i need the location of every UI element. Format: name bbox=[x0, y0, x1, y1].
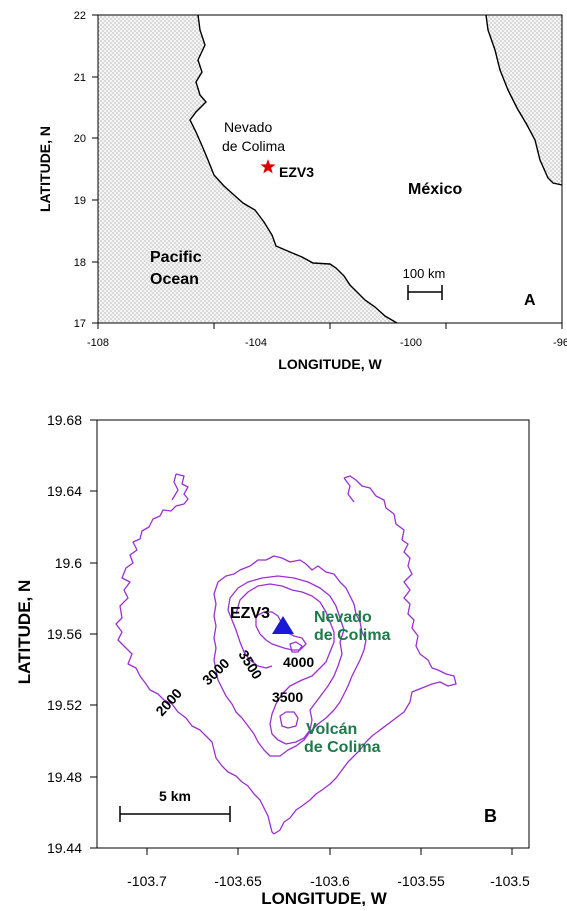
contour-label: 3000 bbox=[199, 655, 233, 688]
panel-letter: B bbox=[484, 806, 497, 826]
y-tick-label: 21 bbox=[74, 72, 86, 84]
gulf-of-mexico-area bbox=[486, 15, 562, 185]
contour-4000-inner bbox=[289, 641, 303, 653]
country-label: México bbox=[408, 181, 462, 198]
ocean-label: Ocean bbox=[150, 271, 199, 288]
panel-b-tickmarks bbox=[90, 419, 513, 855]
scale-label: 100 km bbox=[403, 266, 446, 281]
x-axis-label: LONGITUDE, W bbox=[278, 356, 382, 372]
contour-2000-north bbox=[171, 473, 179, 501]
contour-3500 bbox=[227, 575, 345, 745]
contour-label: 3500 bbox=[272, 689, 303, 705]
x-tick-label: -103.65 bbox=[214, 873, 262, 889]
y-tick-label: 19.56 bbox=[47, 626, 82, 642]
pacific-coastline bbox=[189, 14, 398, 324]
blue-triangle-icon bbox=[272, 616, 294, 634]
contour-3000 bbox=[213, 555, 367, 757]
ocean-label: Pacific bbox=[150, 249, 202, 266]
panel-letter: A bbox=[524, 292, 536, 309]
volcan-label: Volcán bbox=[306, 721, 357, 738]
x-axis-label: LONGITUDE, W bbox=[261, 889, 388, 906]
panel-b-map: -103.7 -103.65 -103.6 -103.55 -103.5 19.… bbox=[15, 412, 530, 908]
y-tick-label: 19.64 bbox=[47, 483, 82, 499]
station-label: EZV3 bbox=[230, 605, 270, 622]
panel-a-map: -108 -104 -100 -96 22 21 20 19 18 17 LON… bbox=[37, 10, 567, 372]
panel-b-frame bbox=[96, 419, 530, 849]
x-tick-label: -108 bbox=[87, 337, 109, 349]
contour-2000-east bbox=[273, 475, 457, 835]
scale-bar bbox=[407, 285, 443, 300]
x-tick-label: -104 bbox=[245, 337, 267, 349]
x-tick-label: -103.7 bbox=[127, 873, 167, 889]
red-star-icon bbox=[260, 159, 276, 174]
y-tick-label: 19.48 bbox=[47, 769, 82, 785]
y-tick-label: 19 bbox=[74, 195, 86, 207]
contour-2000-north-east bbox=[343, 477, 355, 503]
scale-label: 5 km bbox=[159, 788, 191, 804]
y-tick-label: 17 bbox=[74, 318, 86, 330]
contour-3500-volcan bbox=[279, 711, 299, 729]
gulf-coastline bbox=[485, 14, 563, 186]
y-tick-label: 19.52 bbox=[47, 697, 82, 713]
contour-label: 4000 bbox=[283, 654, 314, 670]
y-tick-label: 19.68 bbox=[47, 412, 82, 428]
y-tick-label: 19.6 bbox=[55, 555, 82, 571]
x-tick-label: -103.55 bbox=[397, 873, 445, 889]
pacific-ocean-area bbox=[98, 15, 397, 323]
x-tick-label: -100 bbox=[400, 337, 422, 349]
x-tick-label: -96 bbox=[553, 337, 567, 349]
y-tick-label: 20 bbox=[74, 133, 86, 145]
contour-2000-west bbox=[115, 473, 275, 835]
contour-4000 bbox=[255, 611, 307, 651]
volcano-label: de Colima bbox=[222, 138, 285, 154]
y-tick-label: 18 bbox=[74, 257, 86, 269]
station-label: EZV3 bbox=[279, 164, 314, 180]
contour-label: 3500 bbox=[235, 647, 265, 682]
panel-a-tickmarks bbox=[92, 14, 563, 329]
y-axis-label: LATITUDE, N bbox=[15, 580, 34, 685]
scale-bar bbox=[119, 806, 231, 822]
nevado-label: de Colima bbox=[314, 627, 391, 644]
y-axis-label: LATITUDE, N bbox=[37, 126, 53, 212]
y-tick-label: 19.44 bbox=[47, 840, 82, 856]
volcan-label: de Colima bbox=[304, 739, 381, 756]
x-tick-label: -103.5 bbox=[490, 873, 530, 889]
nevado-label: Nevado bbox=[314, 609, 372, 626]
volcano-label: Nevado bbox=[224, 119, 272, 135]
x-tick-label: -103.6 bbox=[310, 873, 350, 889]
y-tick-label: 22 bbox=[74, 10, 86, 22]
